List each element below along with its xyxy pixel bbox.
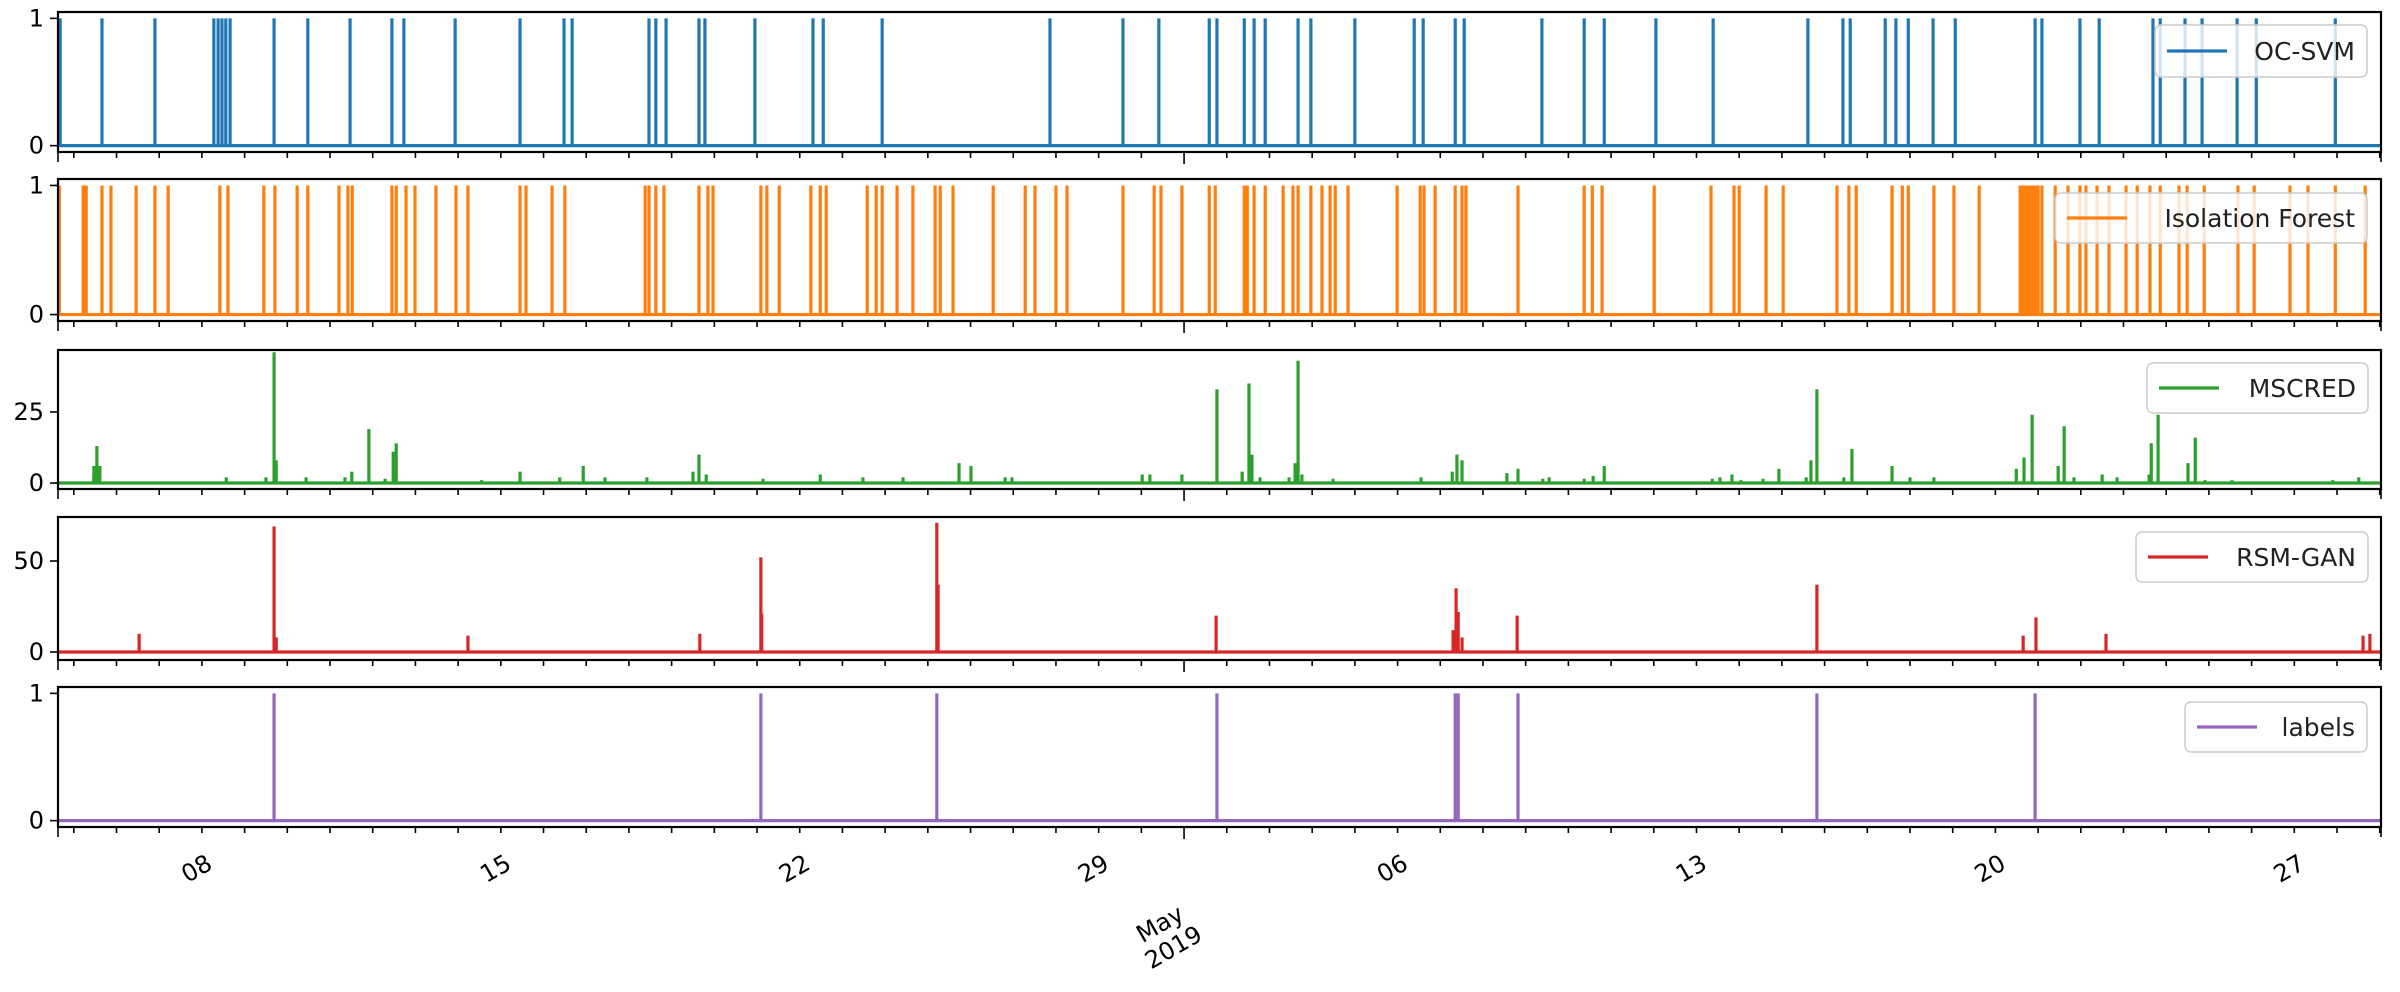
axes-frame <box>56 177 2383 323</box>
series-line <box>58 18 2381 148</box>
month-year-label: May2019 <box>1127 897 1207 975</box>
legend: OC-SVM <box>2154 24 2368 78</box>
legend-label: RSM-GAN <box>2236 543 2356 572</box>
legend-label: labels <box>2282 713 2356 742</box>
y-tick-label: 1 <box>29 679 44 707</box>
panel-rsm-gan: 0 50 RSM-GAN <box>13 515 2383 672</box>
legend: MSCRED <box>2146 362 2369 414</box>
y-tick-label: 0 <box>29 301 44 329</box>
legend-label: OC-SVM <box>2254 37 2355 66</box>
series-line <box>58 352 2381 485</box>
y-tick-label: 0 <box>29 807 44 835</box>
y-tick-label: 0 <box>29 132 44 160</box>
panel-labels: 0 1 labels <box>29 679 2383 839</box>
axes-frame <box>56 348 2383 491</box>
axes-frame <box>56 685 2383 829</box>
y-tick-label: 1 <box>29 4 44 32</box>
panel-oc-svm: 0 1 OC-SVM <box>29 4 2383 164</box>
y-tick-label: 25 <box>13 398 44 426</box>
x-tick-label: 27 <box>2269 849 2309 889</box>
legend: labels <box>2184 701 2368 753</box>
panel-isolation-forest: 0 1 Isolation Forest <box>29 171 2383 333</box>
series-line <box>58 185 2381 317</box>
series-line <box>58 693 2381 823</box>
axes-frame <box>56 10 2383 154</box>
y-tick-label: 1 <box>29 171 44 199</box>
panel-mscred: 0 25 MSCRED <box>13 348 2383 501</box>
y-tick-label: 0 <box>29 469 44 497</box>
x-axis-labels: 08 15 22 29 06 13 20 27 May2019 <box>176 849 2309 975</box>
x-tick-label: 29 <box>1073 849 1113 889</box>
x-tick-label: 06 <box>1372 849 1412 889</box>
y-tick-label: 0 <box>29 638 44 666</box>
legend: Isolation Forest <box>2054 192 2368 244</box>
x-tick-label: 20 <box>1970 849 2010 889</box>
legend: RSM-GAN <box>2135 531 2369 583</box>
x-tick-label: 15 <box>475 849 515 889</box>
x-tick-label: 08 <box>176 849 216 889</box>
x-tick-label: 13 <box>1671 849 1711 889</box>
legend-label: Isolation Forest <box>2164 204 2355 233</box>
axes-frame <box>56 515 2383 662</box>
y-tick-label: 50 <box>13 547 44 575</box>
x-tick-label: 22 <box>774 849 814 889</box>
series-line <box>58 522 2381 654</box>
legend-label: MSCRED <box>2249 374 2356 403</box>
